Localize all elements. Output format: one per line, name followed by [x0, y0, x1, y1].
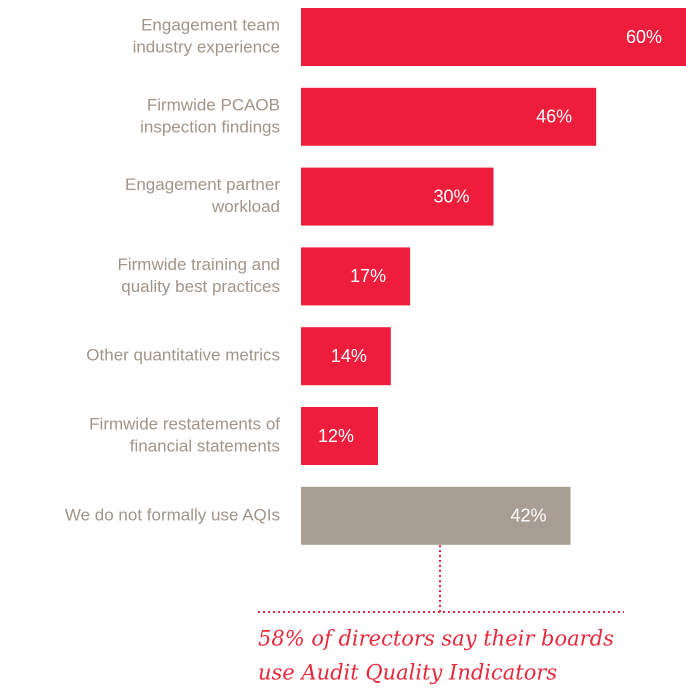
category-label: Firmwide training and — [117, 255, 280, 274]
category-label: Other quantitative metrics — [86, 346, 280, 365]
category-label: Firmwide restatements of — [89, 414, 280, 433]
value-label: 60% — [626, 27, 662, 47]
annotation: 58% of directors say their boards — [258, 627, 614, 651]
callout-line — [258, 545, 624, 613]
category-label: inspection findings — [140, 117, 280, 136]
value-label: 42% — [510, 506, 546, 526]
value-label: 12% — [318, 426, 354, 446]
annotation: use Audit Quality Indicators — [258, 661, 557, 685]
category-label: industry experience — [133, 37, 280, 56]
bar — [301, 327, 391, 386]
bar — [301, 87, 597, 146]
category-label: Engagement team — [141, 15, 280, 34]
category-label: Engagement partner — [125, 175, 280, 194]
value-label: 30% — [433, 186, 469, 206]
category-label: Firmwide PCAOB — [147, 95, 280, 114]
category-label: We do not formally use AQIs — [65, 505, 280, 524]
category-label: quality best practices — [121, 277, 280, 296]
value-label: 14% — [331, 346, 367, 366]
bar — [301, 407, 378, 465]
value-label: 46% — [536, 107, 572, 127]
value-label: 17% — [350, 266, 386, 286]
category-label: financial statements — [130, 436, 280, 455]
bar — [301, 8, 686, 66]
bar — [301, 486, 571, 545]
category-label: workload — [211, 197, 280, 216]
bar — [301, 247, 411, 306]
bar — [301, 167, 494, 226]
